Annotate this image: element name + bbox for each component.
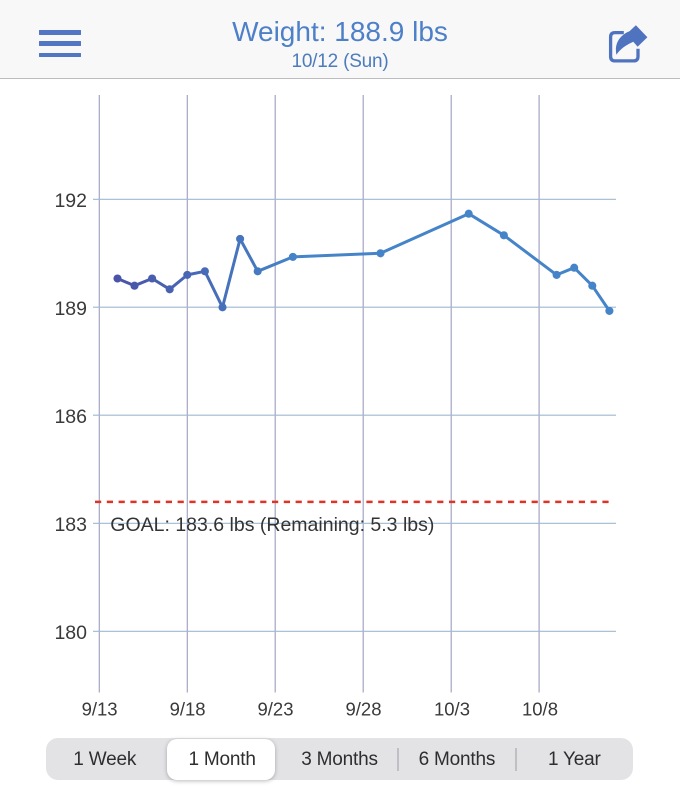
svg-text:189: 189 [54,298,87,320]
svg-text:10/8: 10/8 [522,699,558,720]
svg-text:9/28: 9/28 [345,699,381,720]
svg-text:9/18: 9/18 [170,699,206,720]
svg-text:GOAL: 183.6 lbs (Remaining: 5.: GOAL: 183.6 lbs (Remaining: 5.3 lbs) [110,514,434,536]
svg-text:183: 183 [54,514,87,536]
svg-text:192: 192 [54,190,87,212]
svg-text:180: 180 [54,622,87,644]
svg-text:9/23: 9/23 [257,699,293,720]
svg-text:10/3: 10/3 [434,699,470,720]
svg-text:9/13: 9/13 [82,699,118,720]
svg-text:186: 186 [54,406,87,428]
